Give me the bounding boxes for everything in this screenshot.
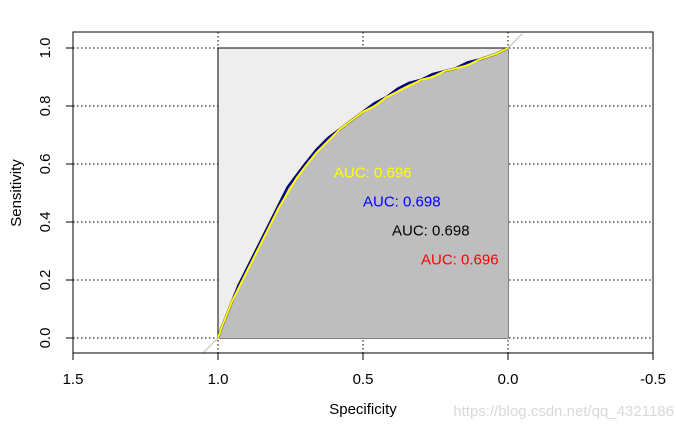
diagonal-line [203,33,523,353]
x-tick-label: 1.5 [63,371,84,388]
y-tick-label: 0.2 [37,270,54,291]
y-tick-label: 0.6 [37,154,54,175]
y-tick-label: 0.4 [37,212,54,233]
auc-label-4: AUC: 0.696 [421,252,499,269]
auc-labels: AUC: 0.696 AUC: 0.698 AUC: 0.698 AUC: 0.696 [334,165,499,269]
x-tick-label: -0.5 [640,371,666,388]
roc-curves [203,33,523,353]
axes: 1.5 1.0 0.5 0.0 -0.5 0.0 0.2 0.4 0.6 0.8 1.0 [37,31,666,388]
x-tick-label: 0.5 [353,371,374,388]
x-tick-label: 0.0 [498,371,519,388]
y-tick-label: 0.8 [37,96,54,117]
y-tick-label: 0.0 [37,328,54,349]
roc-curve-2 [217,47,509,339]
y-tick-label: 1.0 [37,38,54,59]
auc-label-1: AUC: 0.696 [334,165,412,182]
y-axis-label: Sensitivity [8,159,25,227]
auc-label-3: AUC: 0.698 [392,223,470,240]
auc-label-2: AUC: 0.698 [363,194,441,211]
x-tick-label: 1.0 [208,371,229,388]
x-axis-label: Specificity [329,401,397,418]
watermark: https://blog.csdn.net/qq_4321186 [453,403,674,420]
